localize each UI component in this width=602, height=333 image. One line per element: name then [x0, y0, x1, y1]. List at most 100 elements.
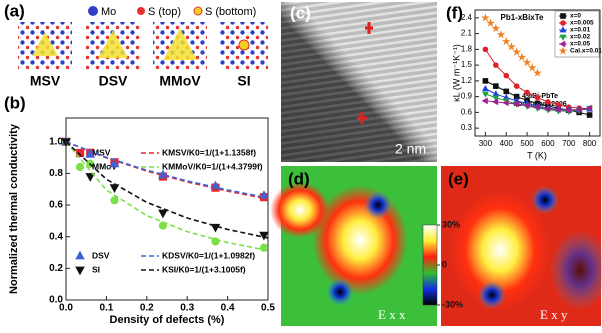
strain-region: [364, 191, 392, 219]
colorbar-label: 0: [442, 259, 447, 269]
y-tick-label: 1.5: [461, 60, 473, 69]
y-tick-label: 1.0: [49, 136, 63, 147]
data-point: [575, 106, 582, 114]
data-point: [513, 83, 520, 89]
x-tick-label: 400: [500, 139, 514, 148]
data-point: [482, 91, 489, 98]
legend-marker: [559, 26, 567, 33]
y-tick-label: 0.2: [49, 263, 63, 274]
panel-label: (d): [288, 169, 310, 188]
y-tick-label: 1.2: [461, 76, 473, 85]
data-point: [502, 99, 509, 107]
legend-text: Mo: [101, 6, 116, 18]
data-point: [507, 42, 516, 51]
legend-marker: [75, 162, 85, 172]
defect: [163, 28, 197, 60]
series-line: [65, 141, 269, 252]
data-point: [496, 30, 506, 39]
data-point: [482, 84, 489, 92]
legend-text: KMMoV/K0=1/(1+4.3799f): [162, 161, 263, 171]
data-point: [492, 98, 499, 106]
data-point: [259, 231, 269, 241]
defect: [238, 39, 250, 51]
colorbar-label: 30%: [442, 219, 460, 229]
legend-text: KDSV/K0=1/(1+1.0982f): [162, 250, 255, 260]
panel-label: (c): [290, 3, 311, 22]
annotation: 4%Bi-PbTe: [522, 93, 558, 100]
x-tick-label: 500: [520, 139, 534, 148]
x-tick-label: 800: [583, 139, 597, 148]
structure-label: SI: [237, 73, 250, 89]
legend-text: S (bottom): [205, 6, 256, 18]
legend-text: SI: [92, 264, 100, 274]
data-point: [486, 18, 495, 27]
data-point: [109, 158, 120, 168]
series-line: [65, 140, 269, 199]
x-tick-label: 0.0: [59, 303, 73, 314]
legend-text: x=0.005: [570, 20, 594, 27]
strain-region: [270, 182, 330, 238]
chart-title: Pb1-xBixTe: [501, 13, 545, 22]
component-label: E x x: [378, 307, 406, 322]
x-axis-title: T (K): [527, 150, 547, 160]
x-axis-title: Density of defects (%): [110, 314, 225, 326]
data-point: [158, 209, 168, 219]
y-tick-label: 2.4: [461, 13, 473, 22]
panel-c: (c) 2 nm: [281, 2, 437, 162]
data-point: [501, 36, 511, 46]
colorbar: [422, 224, 438, 306]
structure-label: MMoV: [159, 73, 201, 89]
data-point: [482, 78, 489, 84]
data-point: [491, 23, 501, 33]
legend-marker: [193, 6, 203, 16]
y-axis-title: κL (W m⁻¹K⁻¹): [451, 44, 461, 102]
panel-label: (e): [448, 169, 469, 188]
legend-marker: [560, 20, 566, 26]
legend-text: KSI/K0=1/(1+3.1005f): [162, 264, 246, 274]
data-point: [545, 99, 551, 105]
data-point: [533, 68, 542, 77]
data-point: [544, 105, 551, 113]
data-point: [527, 63, 537, 72]
data-point: [554, 106, 561, 114]
stm-shading: [281, 2, 437, 162]
legend-marker: [558, 46, 568, 55]
legend-marker: [88, 6, 98, 16]
marker: [357, 22, 373, 124]
data-point: [534, 94, 541, 101]
panel-label: (b): [4, 93, 26, 112]
y-tick-label: 0.0: [49, 295, 63, 306]
legend-marker: [75, 266, 85, 276]
x-tick-label: 0.3: [180, 303, 194, 314]
data-point: [85, 173, 96, 182]
data-point: [533, 103, 540, 111]
data-point: [211, 237, 220, 246]
x-tick-label: 0.4: [221, 303, 235, 314]
legend-text: MMoV: [92, 161, 117, 171]
legend-text: Cal.x=0.01: [570, 48, 602, 55]
x-tick-label: 600: [541, 139, 555, 148]
panel-d: (d) E x x: [270, 166, 437, 326]
data-point: [524, 89, 530, 96]
data-point: [110, 196, 119, 205]
data-point: [512, 100, 520, 108]
x-tick-label: 0.5: [261, 303, 275, 314]
legend-text: MSV: [92, 147, 111, 157]
legend-text: S (top): [148, 6, 181, 18]
series-line: [65, 141, 269, 239]
defect: [98, 30, 128, 58]
y-tick-label: 0.6: [461, 107, 473, 116]
y-tick-label: 1.8: [461, 44, 473, 53]
y-tick-label: 0.9: [461, 92, 473, 101]
legend-text: x=0.05: [570, 41, 590, 48]
panel-label: (a): [4, 1, 25, 20]
legend-text: DSV: [92, 250, 110, 260]
data-point: [585, 104, 592, 112]
plot-frame: [65, 117, 269, 301]
legend-text: KMSV/K0=1/(1+1.1358f): [162, 147, 256, 157]
strain-region: [550, 230, 602, 310]
data-point: [492, 95, 500, 102]
strain-region: [326, 278, 354, 306]
strain-region: [478, 281, 506, 309]
